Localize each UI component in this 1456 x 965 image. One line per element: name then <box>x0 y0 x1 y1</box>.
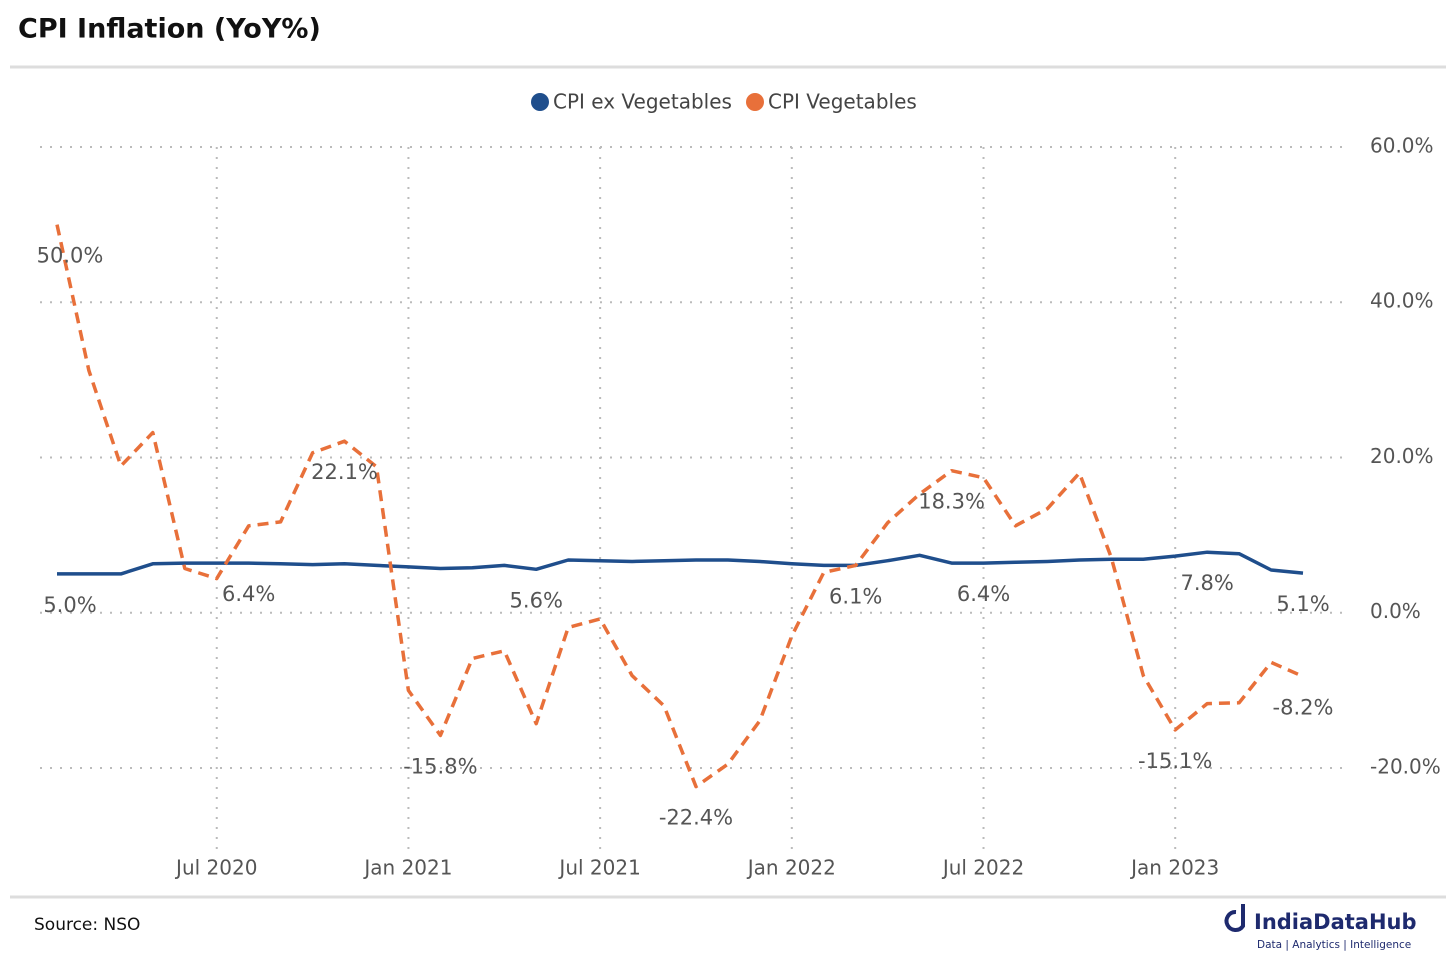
data-label: -22.4% <box>659 806 733 830</box>
y-tick-label: 20.0% <box>1370 444 1434 468</box>
x-tick-label: Jan 2021 <box>362 856 452 880</box>
data-label: 5.1% <box>1276 592 1329 616</box>
x-tick-label: Jul 2021 <box>557 856 640 880</box>
x-tick-label: Jul 2022 <box>941 856 1024 880</box>
data-label: 18.3% <box>918 490 985 514</box>
series-line <box>55 224 1304 789</box>
legend-label: CPI Vegetables <box>768 90 917 114</box>
data-label: -8.2% <box>1273 695 1334 719</box>
brand: IndiaDataHub <box>1254 910 1417 934</box>
data-label: -15.8% <box>403 754 477 778</box>
y-tick-label: 60.0% <box>1370 134 1434 158</box>
tagline: Data | Analytics | Intelligence <box>1257 939 1411 951</box>
data-label: 6.4% <box>957 582 1010 606</box>
logo: IndiaDataHub Data | Analytics | Intellig… <box>1224 904 1417 951</box>
data-label: 6.1% <box>829 584 882 608</box>
data-label: 6.4% <box>222 582 275 606</box>
x-tick-label: Jan 2023 <box>1129 856 1219 880</box>
y-tick-label: -20.0% <box>1370 754 1441 778</box>
logo-icon <box>1224 904 1245 932</box>
x-tick-label: Jul 2020 <box>174 856 257 880</box>
x-tick-label: Jan 2022 <box>746 856 836 880</box>
y-tick-label: 0.0% <box>1370 599 1421 623</box>
legend-marker <box>746 93 764 111</box>
source: Source: NSO <box>34 915 140 935</box>
data-label: 7.8% <box>1180 571 1233 595</box>
y-tick-label: 40.0% <box>1370 289 1434 313</box>
data-label: -15.1% <box>1138 749 1212 773</box>
data-label: 5.6% <box>510 588 563 612</box>
data-label: 5.0% <box>43 593 96 617</box>
legend-label: CPI ex Vegetables <box>553 90 732 114</box>
chart-title: CPI Inflation (YoY%) <box>18 14 321 45</box>
data-label: 22.1% <box>311 460 378 484</box>
legend-marker <box>531 93 549 111</box>
data-label: 50.0% <box>37 244 104 268</box>
series-line <box>57 550 1304 576</box>
